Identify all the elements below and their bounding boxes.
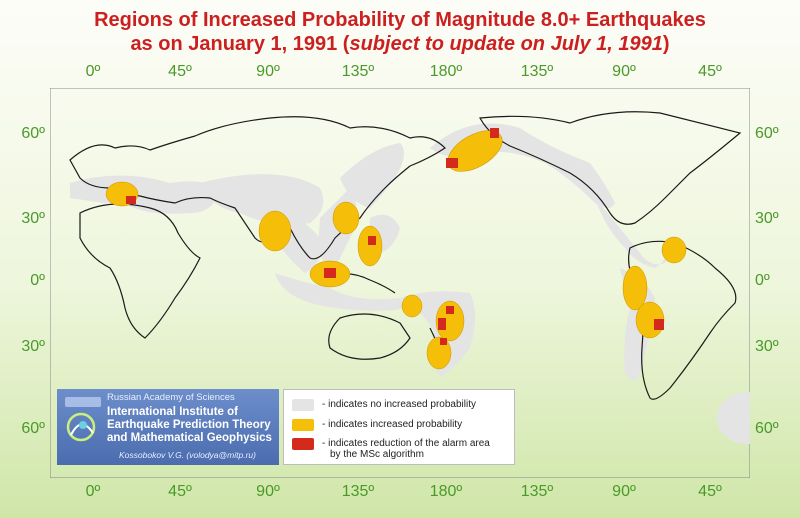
- lon-label-bottom: 90º: [256, 483, 280, 500]
- lon-label-bottom: 45º: [168, 483, 192, 500]
- reduced-alarm-zones: [126, 128, 664, 345]
- legend-swatch-grey: [292, 399, 314, 411]
- institute-name: International Institute of Earthquake Pr…: [107, 406, 272, 444]
- lat-label-right: 30º: [755, 210, 779, 227]
- north-america-coast: [479, 111, 742, 225]
- lat-label-right: 60º: [755, 125, 779, 142]
- lon-label-top: 90º: [612, 63, 636, 80]
- lat-label-left: 0º: [30, 272, 45, 289]
- iran-himalaya-zone: [200, 174, 324, 225]
- reduced-zone-kermadec: [440, 338, 447, 345]
- japan-zone: [340, 143, 404, 208]
- legend-swatch-yellow: [292, 419, 314, 431]
- academy-name: Russian Academy of Sciences: [107, 392, 235, 403]
- title-line-1: Regions of Increased Probability of Magn…: [94, 9, 706, 31]
- lon-label-bottom: 0º: [85, 483, 101, 500]
- increased-zone-burma: [258, 210, 292, 252]
- central-america-zone: [595, 198, 677, 268]
- map-title: Regions of Increased Probability of Magn…: [0, 8, 800, 56]
- scotia-arc-zone: [717, 392, 750, 444]
- reduced-zone-marianas: [368, 236, 376, 245]
- reduced-zone-vanuatu-south: [438, 318, 446, 330]
- lon-label-bottom: 180º: [429, 483, 463, 500]
- world-map: [50, 88, 750, 478]
- lat-label-right: 0º: [755, 272, 770, 289]
- legend-swatch-red: [292, 438, 314, 450]
- reduced-zone-vanuatu-north: [446, 306, 454, 314]
- increased-zone-caribbean: [661, 236, 687, 264]
- institute-logo-icon: [65, 397, 101, 442]
- mediterranean-zone: [70, 175, 220, 214]
- sunda-arc-zone: [275, 273, 404, 311]
- lat-label-left: 30º: [21, 338, 45, 355]
- lon-label-bottom: 135º: [341, 483, 375, 500]
- increased-zone-japan-south: [332, 201, 360, 235]
- lat-label-left: 60º: [21, 420, 45, 437]
- reduced-zone-indonesia: [324, 268, 336, 278]
- australia-coast: [328, 313, 411, 360]
- lon-label-top: 135º: [341, 63, 375, 80]
- lon-label-top: 45º: [168, 63, 192, 80]
- lon-label-top: 90º: [256, 63, 280, 80]
- reduced-zone-kamchatka: [446, 158, 458, 168]
- lat-label-right: 60º: [755, 420, 779, 437]
- lon-label-bottom: 90º: [612, 483, 636, 500]
- increased-zone-kermadec: [426, 336, 452, 370]
- lon-label-top: 0º: [85, 63, 101, 80]
- reduced-zone-chile: [654, 319, 664, 330]
- map-legend: - indicates no increased probability - i…: [283, 389, 515, 465]
- lat-label-left: 60º: [21, 125, 45, 142]
- lon-label-bottom: 135º: [520, 483, 554, 500]
- title-line-2: as on January 1, 1991 (subject to update…: [130, 33, 670, 55]
- increased-zone-vanuatu: [435, 300, 465, 342]
- africa-coast: [79, 203, 201, 339]
- reduced-zone-aleutian: [490, 128, 499, 138]
- author-credit: Kossobokov V.G. (volodya@mitp.ru): [119, 450, 256, 460]
- lat-label-left: 30º: [21, 210, 45, 227]
- lon-label-top: 135º: [520, 63, 554, 80]
- increased-zone-ecuador: [622, 265, 648, 311]
- reduced-zone-greece: [126, 196, 136, 204]
- lon-label-top: 180º: [429, 63, 463, 80]
- lon-label-bottom: 45º: [698, 483, 722, 500]
- lat-label-right: 30º: [755, 338, 779, 355]
- institution-panel: Russian Academy of Sciences Internationa…: [57, 389, 279, 465]
- lon-label-top: 45º: [698, 63, 722, 80]
- increased-probability-zones: [105, 130, 687, 370]
- increased-zone-solomon: [401, 294, 423, 318]
- increased-zone-marianas: [357, 225, 383, 267]
